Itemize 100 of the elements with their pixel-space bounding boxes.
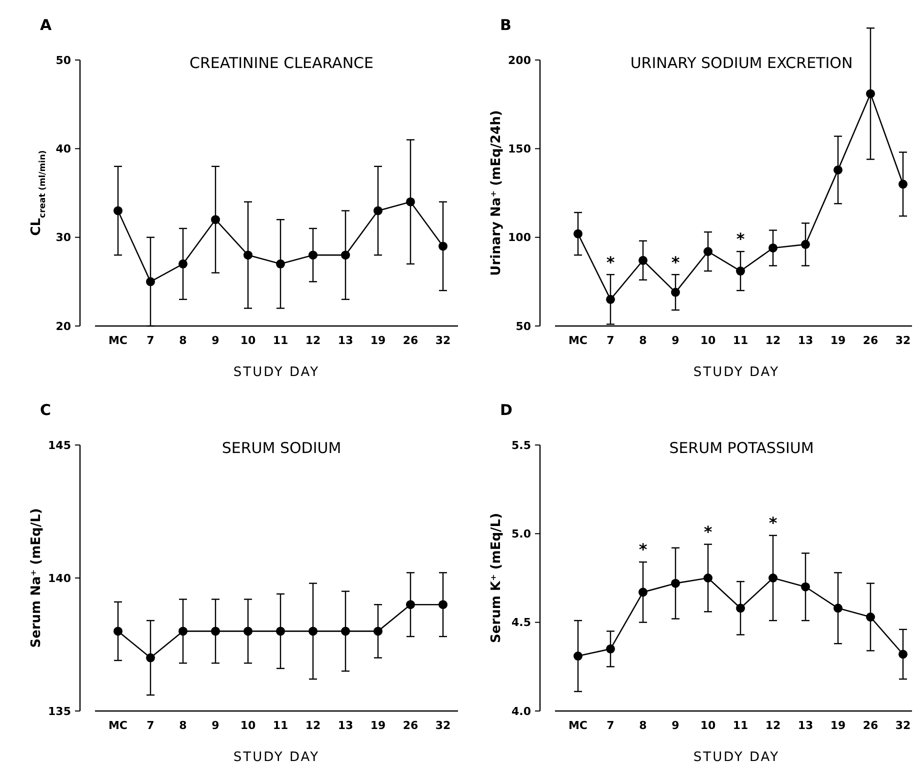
- x-axis-title: STUDY DAY: [233, 365, 320, 380]
- x-tick-label: 13: [338, 334, 354, 347]
- annotation: *: [671, 252, 680, 272]
- y-axis-title: Serum K⁺ (mEq/L): [489, 512, 504, 644]
- point: [898, 180, 908, 189]
- y-tick-label: 145: [48, 438, 71, 452]
- x-tick-label: 12: [305, 719, 321, 732]
- point: [768, 574, 778, 582]
- point: [638, 256, 648, 265]
- point: [178, 259, 188, 268]
- x-tick-label: 13: [798, 334, 814, 347]
- text: C: [40, 401, 52, 419]
- y-tick-label: 30: [56, 231, 72, 244]
- x-axis-title: STUDY DAY: [693, 750, 780, 765]
- x-tick-label: 9: [212, 334, 220, 347]
- text: A: [40, 16, 52, 34]
- y-axis-title: Urinary Na⁺ (mEq/24h): [489, 110, 504, 276]
- x-axis-title: STUDY DAY: [693, 365, 780, 380]
- point: [574, 652, 582, 661]
- y-tick-label: 50: [56, 54, 72, 67]
- x-tick-label: 10: [240, 719, 256, 732]
- x-tick-label: 7: [606, 334, 614, 347]
- point: [704, 574, 712, 582]
- chart-title: CREATININE CLEARANCE: [190, 54, 374, 72]
- x-axis-title: STUDY DAY: [233, 750, 320, 765]
- point: [114, 626, 122, 636]
- x-tick-label: 32: [895, 719, 911, 732]
- point: [211, 626, 220, 636]
- y-tick-label: 50: [516, 320, 532, 333]
- point: [341, 250, 350, 260]
- x-tick-label: 8: [179, 334, 187, 347]
- point: [146, 653, 155, 662]
- x-tick-label: 8: [639, 334, 647, 347]
- annotation: *: [606, 252, 616, 272]
- x-tick-label: 11: [732, 719, 748, 732]
- x-tick-label: 13: [338, 719, 354, 732]
- x-tick-label: 32: [435, 719, 451, 732]
- y-tick-label: 135: [48, 704, 71, 718]
- point: [308, 250, 318, 260]
- y-tick-label: 4.0: [512, 704, 532, 718]
- chart-title: SERUM SODIUM: [222, 439, 342, 457]
- annotation: *: [736, 230, 746, 249]
- point: [114, 206, 122, 216]
- text: B: [500, 16, 512, 34]
- x-tick-label: 9: [672, 334, 680, 347]
- point: [341, 626, 350, 636]
- point: [211, 215, 220, 224]
- x-tick-label: 19: [830, 334, 846, 347]
- x-tick-label: 19: [830, 719, 846, 732]
- x-tick-label: 19: [370, 719, 386, 732]
- point: [606, 644, 615, 654]
- y-tick-label: 5.0: [512, 528, 532, 541]
- x-tick-label: 12: [305, 334, 321, 347]
- point: [438, 242, 448, 251]
- x-tick-label: MC: [568, 719, 588, 732]
- point: [276, 626, 285, 636]
- y-tick-label: 150: [508, 142, 532, 156]
- point: [704, 247, 712, 256]
- x-tick-label: 8: [639, 719, 647, 732]
- x-tick-label: 26: [402, 719, 418, 732]
- y-tick-label: 200: [508, 54, 532, 67]
- y-tick-label: 4.5: [512, 616, 531, 630]
- x-tick-label: 11: [272, 334, 288, 347]
- point: [406, 197, 415, 206]
- y-tick-label: 20: [56, 320, 72, 333]
- chart-title: SERUM POTASSIUM: [669, 439, 814, 457]
- x-tick-label: 26: [862, 719, 878, 732]
- point: [768, 243, 778, 252]
- point: [834, 604, 842, 613]
- point: [736, 604, 745, 613]
- point: [866, 89, 875, 98]
- x-tick-label: 12: [765, 719, 781, 732]
- point: [574, 229, 582, 238]
- point: [244, 250, 252, 260]
- x-tick-label: 10: [240, 334, 256, 347]
- x-tick-label: 8: [179, 719, 187, 732]
- x-tick-label: 9: [212, 719, 220, 732]
- x-tick-label: 32: [895, 334, 911, 347]
- point: [801, 582, 810, 592]
- point: [244, 626, 252, 636]
- x-tick-label: 11: [732, 334, 748, 347]
- point: [308, 626, 318, 636]
- point: [671, 578, 680, 588]
- point: [736, 266, 745, 276]
- x-tick-label: 10: [700, 719, 716, 732]
- x-tick-label: 12: [765, 334, 781, 347]
- x-tick-label: 32: [435, 334, 451, 347]
- x-tick-label: 10: [700, 334, 716, 347]
- x-tick-label: MC: [108, 719, 128, 732]
- text: D: [500, 401, 512, 419]
- point: [406, 600, 415, 610]
- y-tick-label: 5.5: [512, 438, 531, 452]
- point: [671, 288, 680, 297]
- x-tick-label: MC: [108, 334, 128, 347]
- annotation: *: [638, 540, 648, 560]
- x-tick-label: 7: [606, 719, 614, 732]
- x-tick-label: 19: [370, 334, 386, 347]
- point: [898, 650, 908, 659]
- y-tick-label: 40: [56, 142, 72, 156]
- x-tick-label: 7: [146, 334, 154, 347]
